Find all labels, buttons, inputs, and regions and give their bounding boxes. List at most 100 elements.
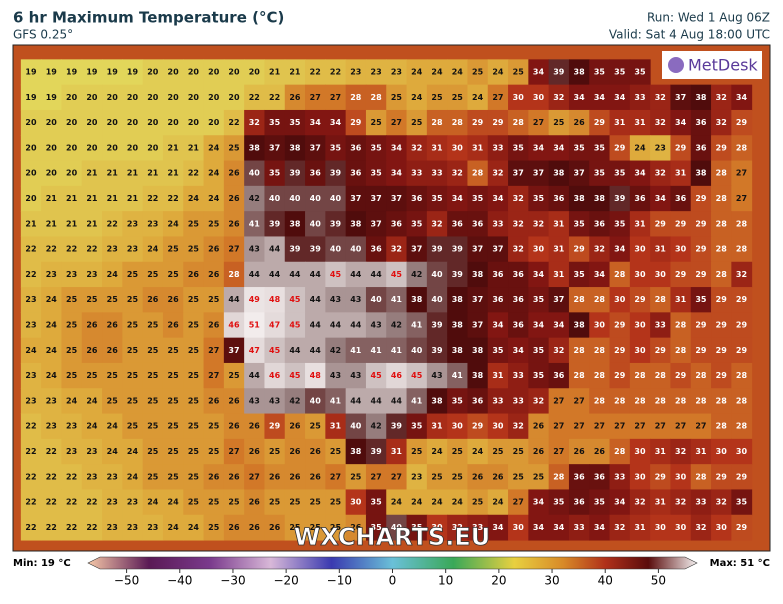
temp-cell [61,135,83,162]
temp-cell [731,185,753,212]
temp-value: 21 [46,219,58,228]
temp-value: 23 [371,68,382,77]
temp-cell [142,388,164,415]
temp-cell [711,489,732,516]
temp-cell [81,514,103,541]
temp-value: 32 [513,194,524,203]
temp-value: 44 [330,321,342,330]
temp-value: 34 [533,523,545,532]
temp-value: 37 [472,321,483,330]
temp-value: 28 [736,371,748,380]
temp-value: 45 [330,270,342,279]
colorbar-tick-label: −20 [273,574,298,588]
temp-cell [244,236,265,263]
temp-cell [386,160,408,187]
temp-cell [731,514,753,541]
temp-cell [284,135,306,162]
temp-value: 38 [452,346,464,355]
temp-value: 24 [391,498,403,507]
temp-value: 26 [208,396,220,405]
temp-cell [629,185,651,212]
temp-cell [41,84,62,111]
temp-value: 34 [655,194,667,203]
temp-cell [122,59,144,86]
temp-value: 40 [269,194,281,203]
temp-cell [345,514,367,541]
temp-cell [142,109,164,136]
temp-cell [81,337,103,364]
temp-cell [609,312,631,339]
temp-cell [305,236,326,263]
temp-value: 44 [391,396,403,405]
temp-value: 25 [127,270,139,279]
temp-value: 28 [228,270,240,279]
temp-cell [102,287,123,313]
temp-value: 39 [371,447,383,456]
temp-cell [142,287,164,313]
temp-value: 26 [208,270,220,279]
temp-value: 25 [147,422,159,431]
temp-value: 28 [634,396,646,405]
temp-value: 25 [188,498,200,507]
colorbar-tick-label: 40 [598,574,613,588]
temp-cell [386,312,408,339]
temp-cell [122,287,144,313]
temp-value: 22 [86,245,97,254]
temp-value: 25 [168,396,180,405]
temp-cell [264,185,286,212]
temp-cell [528,312,550,339]
temp-value: 29 [675,219,687,228]
temp-value: 35 [594,498,606,507]
temp-cell [162,312,184,339]
temp-cell [467,59,489,86]
temp-value: 41 [411,321,423,330]
temp-value: 24 [127,447,139,456]
temp-cell [203,59,225,86]
temp-value: 23 [25,371,36,380]
temp-cell [122,438,144,465]
temp-cell [670,109,692,136]
temp-value: 34 [391,169,403,178]
temp-cell [81,261,103,288]
temp-cell [183,84,205,111]
temp-cell [589,514,611,541]
temp-value: 29 [472,118,484,127]
temp-cell [122,211,144,237]
temp-value: 29 [695,346,707,355]
temp-cell [61,337,83,364]
temp-cell [568,514,590,541]
temp-cell [731,413,753,440]
temp-cell [325,337,347,364]
temp-cell [548,514,570,541]
temp-value: 28 [513,118,525,127]
temp-cell [650,185,671,212]
temp-value: 21 [25,219,37,228]
temp-cell [244,312,265,339]
temp-value: 29 [716,472,728,481]
temp-cell [568,109,590,136]
temp-cell [568,388,590,415]
temp-value: 28 [614,396,626,405]
temp-cell [609,489,631,516]
temp-cell [142,464,164,490]
temp-value: 25 [228,498,240,507]
temp-cell [447,160,468,187]
temp-value: 37 [553,295,564,304]
temp-value: 25 [289,523,301,532]
temp-value: 35 [594,169,606,178]
temp-value: 21 [147,169,159,178]
temp-cell [690,185,712,212]
temp-value: 35 [574,270,586,279]
temp-cell [690,312,712,339]
temp-cell [447,287,468,313]
temp-value: 45 [371,371,383,380]
temp-value: 32 [431,219,442,228]
temp-cell [122,464,144,490]
temp-cell [183,287,205,313]
temp-cell [61,464,83,490]
temp-cell [365,514,387,541]
temp-value: 26 [208,472,220,481]
temp-cell [629,287,651,313]
temp-cell [20,413,42,440]
temp-value: 30 [452,143,464,152]
